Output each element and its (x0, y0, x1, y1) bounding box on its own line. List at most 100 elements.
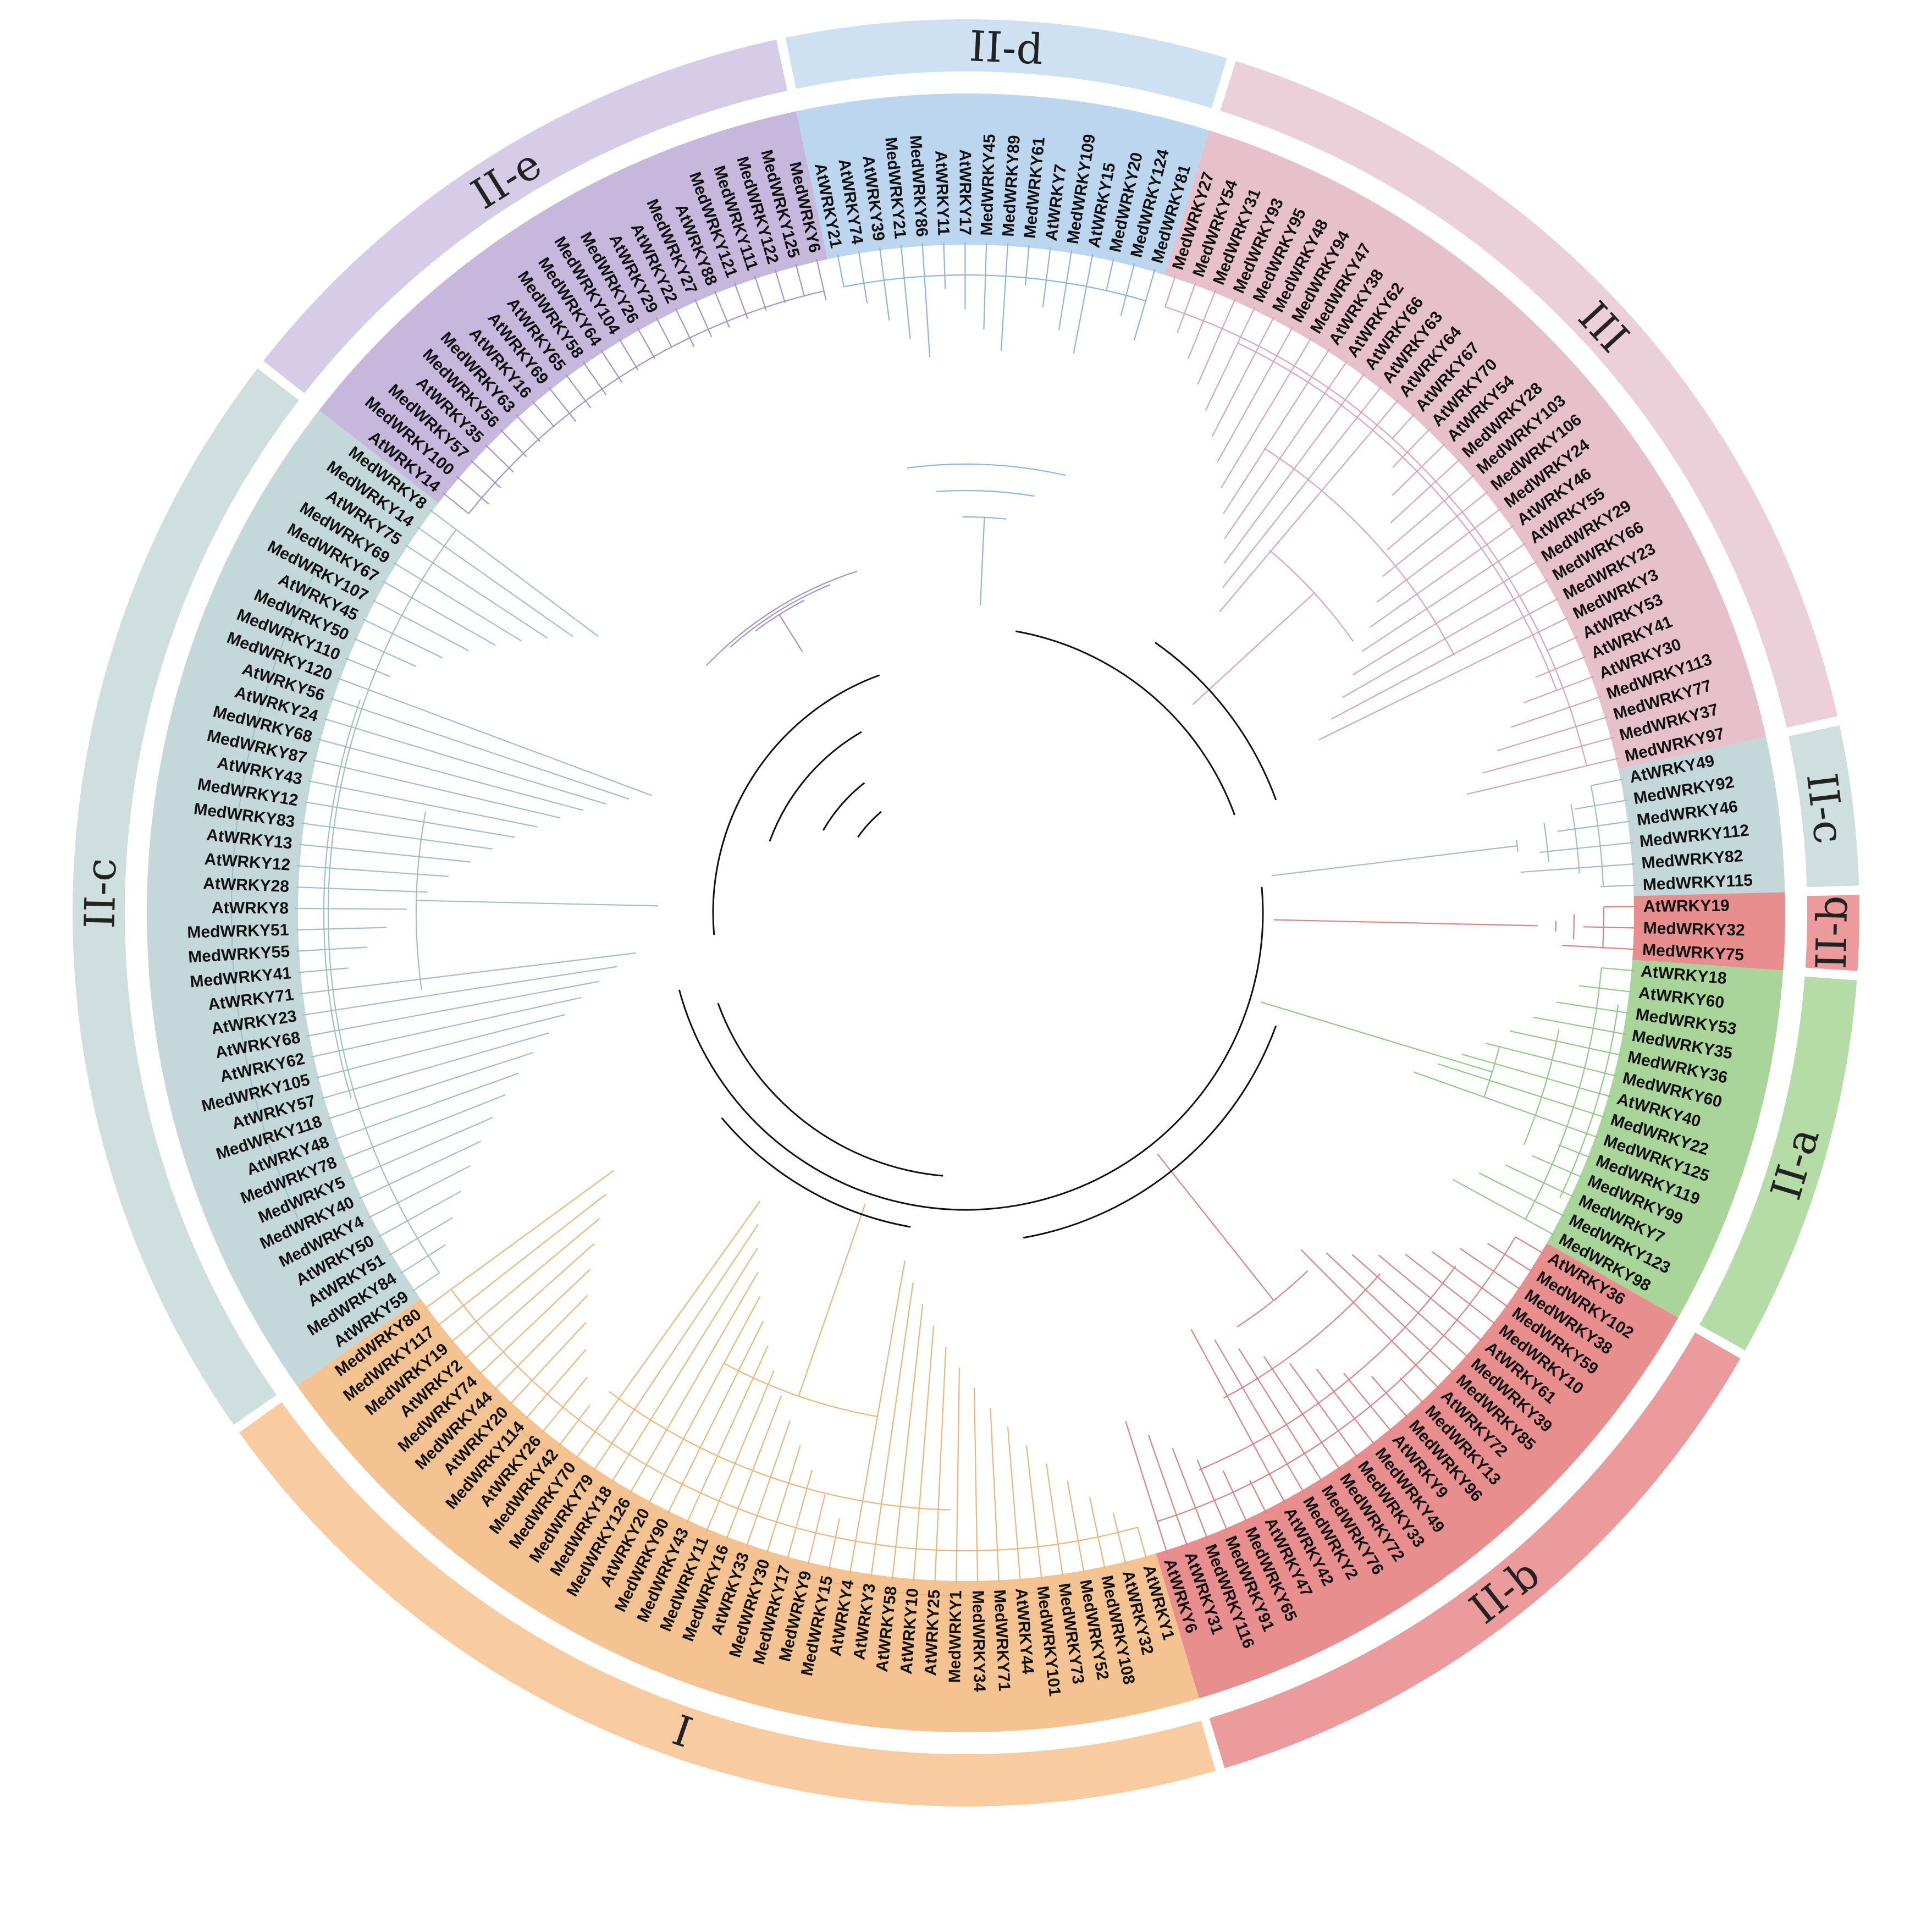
leaf-branch (300, 952, 636, 995)
leaf-branch (337, 677, 652, 796)
clade-connector (230, 566, 319, 1231)
group-label-group-IIa: II-a (1761, 1122, 1829, 1205)
leaf-branch (694, 299, 713, 338)
backbone-arc (1023, 1025, 1277, 1239)
leaf-branch (1459, 1248, 1521, 1291)
leaf-branch (1392, 428, 1431, 468)
leaf-band-group-IIc (1618, 736, 1785, 896)
leaf-branch (1601, 967, 1635, 972)
leaf-branch (786, 1469, 813, 1560)
clade-connector (1516, 840, 1519, 852)
leaf-branch (746, 1420, 791, 1547)
leaf-branch (301, 822, 493, 850)
leaf-branch (1413, 1071, 1598, 1138)
leaf-label: AtWRKY19 (1643, 897, 1730, 916)
leaf-branch (1535, 655, 1586, 678)
leaf-branch (1387, 474, 1475, 551)
leaf-band-group-IIb (1156, 1243, 1679, 1699)
group-arc-group-IIb (1805, 895, 1859, 971)
leaf-branch (828, 1518, 841, 1570)
leaf-branch (1073, 254, 1094, 354)
leaf-branch (1583, 926, 1637, 929)
leaf-branch (1316, 1368, 1376, 1446)
leaf-branch (575, 1200, 761, 1459)
clade-connector (450, 1288, 1138, 1552)
leaf-branch (548, 387, 577, 422)
leaf-branch (1405, 1253, 1497, 1325)
leaf-label: MedWRKY1 (946, 1590, 965, 1683)
leaf-branch (900, 245, 911, 339)
leaf-branch (295, 927, 387, 930)
leaf-branch (565, 374, 592, 409)
backbone-arc (678, 886, 1264, 1211)
leaf-branch (619, 338, 639, 371)
leaf-branch (1112, 1512, 1127, 1565)
leaf-branch (541, 1376, 588, 1433)
clade-connector (1157, 1236, 1516, 1522)
leaf-branch (450, 1218, 600, 1343)
leaf-branch (1326, 1252, 1455, 1374)
leaf-branch (417, 526, 573, 637)
leaf-branch (714, 290, 730, 328)
clade-connector (1237, 342, 1558, 692)
group-arc-group-IIc (73, 368, 299, 1425)
leaf-band-group-IIb (1632, 892, 1786, 971)
leaf-branch (648, 1296, 761, 1505)
leaf-branch (807, 1494, 826, 1565)
leaf-label: AtWRKY25 (921, 1589, 943, 1676)
leaf-branch (1238, 1348, 1323, 1482)
leaf-branch (1486, 1043, 1617, 1077)
leaf-branch (327, 1052, 534, 1120)
clade-stem (1271, 845, 1517, 877)
clade-stem (1260, 1001, 1493, 1073)
leaf-label: MedWRKY34 (969, 1590, 989, 1693)
clade-stem (779, 614, 803, 652)
leaf-branch (1222, 1470, 1247, 1523)
leaf-branch (1391, 413, 1415, 439)
leaf-branch (726, 1395, 782, 1540)
group-arc-group-IId (785, 19, 1227, 108)
clade-connector (1199, 1265, 1456, 1470)
leaf-branch (849, 1260, 906, 1574)
leaf-branch (1382, 491, 1488, 577)
leaf-branch (1562, 944, 1636, 950)
clade-stem (1157, 1153, 1274, 1301)
leaf-branch (1058, 250, 1073, 330)
leaf-branch (1214, 1339, 1305, 1493)
leaf-branch (494, 1295, 588, 1391)
leaf-branch (1510, 696, 1602, 728)
leaf-branch (442, 492, 470, 514)
leaf-branch (341, 1094, 506, 1160)
leaf-branch (318, 739, 583, 811)
leaf-branch (311, 996, 582, 1058)
leaf-branch (1437, 1063, 1605, 1118)
leaf-branch (879, 247, 890, 321)
leaf-branch (1196, 1459, 1228, 1532)
leaf-branch (1546, 636, 1578, 652)
leaf-branch (464, 1243, 595, 1359)
leaf-branch (1352, 560, 1538, 676)
group-arc-group-IIa (1699, 976, 1857, 1351)
leaf-branch (1188, 290, 1217, 359)
leaf-label: AtWRKY11 (931, 150, 952, 236)
backbone-arc (769, 731, 862, 842)
leaf-branch (429, 509, 599, 637)
leaf-branch (870, 1282, 914, 1577)
group-arc-group-III (1220, 60, 1838, 728)
clade-connector (1602, 907, 1605, 948)
leaf-branch (1223, 349, 1331, 514)
leaf-branch (1120, 263, 1135, 316)
leaf-branch (1205, 307, 1256, 411)
leaf-branch (400, 1244, 446, 1274)
leaf-label: MedWRKY32 (1643, 919, 1745, 939)
leaf-branch (1331, 598, 1559, 720)
leaf-branch (1461, 1054, 1611, 1098)
leaf-branch (1497, 716, 1608, 752)
leaf-branch (795, 263, 805, 296)
leaf-branch (1574, 799, 1627, 810)
leaf-band-group-I (297, 1298, 1199, 1733)
group-arc-group-IIb (1209, 1332, 1741, 1769)
leaf-branch (754, 276, 767, 311)
group-arc-layer (73, 19, 1859, 1806)
